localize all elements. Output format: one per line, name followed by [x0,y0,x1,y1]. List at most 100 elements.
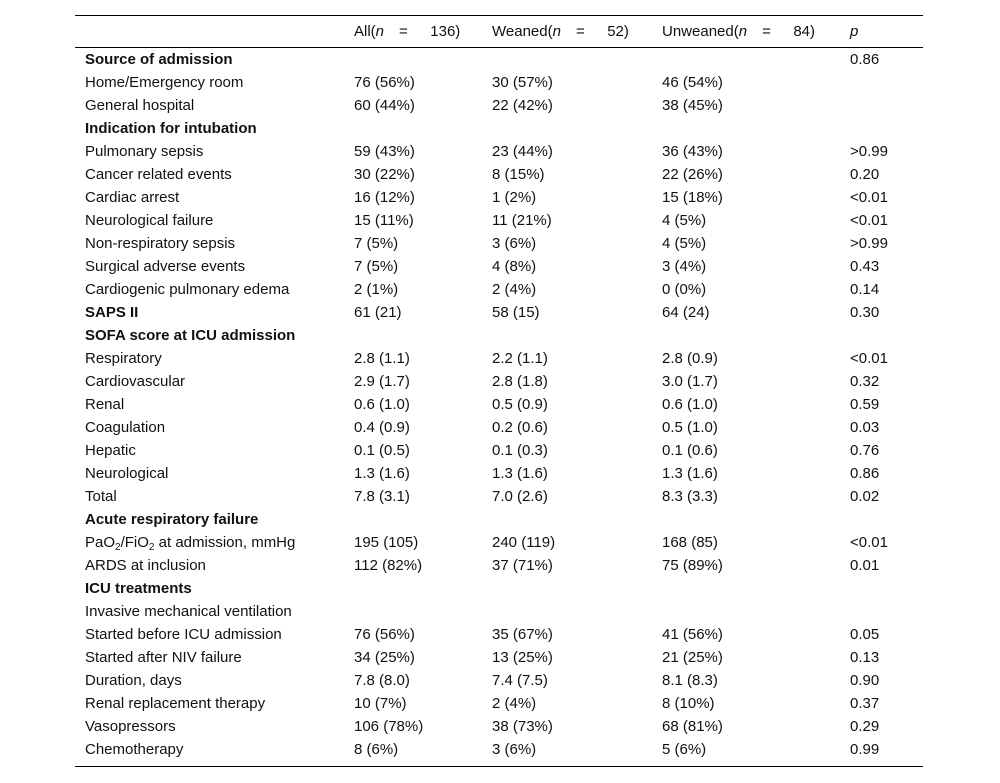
text-part: 1 (2%) [492,189,537,206]
text-part: 0.13 [850,649,880,666]
text-part: p [850,23,859,40]
text-part: 4 (5%) [662,235,707,252]
text-part: Surgical adverse events [85,258,246,275]
text-part: 1.3 (1.6) [492,465,548,482]
text-part: 0.1 (0.5) [354,442,410,459]
text-part: 2.8 (0.9) [662,350,718,367]
cell: 2.8 (1.1) [354,350,410,368]
text-part: 16 (12%) [354,189,415,206]
cell: 2 (4%) [492,281,536,299]
text-part: 60 (44%) [354,97,415,114]
text-part: 30 (22%) [354,166,415,183]
cell: 8 (6%) [354,741,398,759]
text-part: 34 (25%) [354,649,415,666]
cell: 3.0 (1.7) [662,373,718,391]
cell: 60 (44%) [354,97,415,115]
text-part: >0.99 [850,235,888,252]
text-part: Neurological [85,465,169,482]
cell: 0.01 [850,557,879,575]
cell: 0.13 [850,649,879,667]
header-rule [75,47,923,48]
row-label: Total [85,488,117,506]
text-part: 7.8 (8.0) [354,672,410,689]
cell: 3 (6%) [492,235,536,253]
cell: 7 (5%) [354,235,398,253]
text-part: 3 (6%) [492,741,537,758]
text-part: 75 (89%) [662,557,723,574]
text-part: 8.1 (8.3) [662,672,718,689]
text-part: Neurological failure [85,212,214,229]
cell: 41 (56%) [662,626,723,644]
text-part: 3 (4%) [662,258,707,275]
cell: 38 (73%) [492,718,553,736]
text-part: 7.8 (3.1) [354,488,410,505]
cell: 8.1 (8.3) [662,672,718,690]
cell: 30 (57%) [492,74,553,92]
section-heading: ICU treatments [85,580,192,598]
text-part: 2.8 (1.1) [354,350,410,367]
cell: 37 (71%) [492,557,553,575]
text-part: 0.43 [850,258,880,275]
text-part: 106 (78%) [354,718,424,735]
cell: 3 (4%) [662,258,706,276]
header-cell: Weaned(n = 52) [492,23,629,41]
cell: 8 (15%) [492,166,545,184]
row-label: Respiratory [85,350,162,368]
text-part: 38 (45%) [662,97,723,114]
cell: 68 (81%) [662,718,723,736]
cell: 0.14 [850,281,879,299]
cell: 2 (4%) [492,695,536,713]
text-part: 38 (73%) [492,718,553,735]
cell: 0.1 (0.6) [662,442,718,460]
text-part: 0.30 [850,304,880,321]
text-part: Chemotherapy [85,741,184,758]
text-part: 2 [115,542,121,553]
text-part: 8 (6%) [354,741,399,758]
section-heading: SAPS II [85,304,138,322]
text-part: 0 (0%) [662,281,707,298]
text-part: 22 (42%) [492,97,553,114]
header-cell: All(n = 136) [354,23,460,41]
cell: 0.1 (0.5) [354,442,410,460]
text-part: Coagulation [85,419,166,436]
cell: 64 (24) [662,304,710,322]
cell: 3 (6%) [492,741,536,759]
text-part: 0.2 (0.6) [492,419,548,436]
text-part: 7 (5%) [354,235,399,252]
text-part: 0.5 (0.9) [492,396,548,413]
cell: 13 (25%) [492,649,553,667]
text-part: = 52) [560,23,629,40]
text-part: 36 (43%) [662,143,723,160]
text-part: 58 (15) [492,304,540,321]
text-part: 1.3 (1.6) [354,465,410,482]
text-part: 168 (85) [662,534,718,551]
text-part: 11 (21%) [492,212,552,229]
text-part: 0.59 [850,396,880,413]
text-part: 0.86 [850,465,880,482]
text-part: 0.1 (0.6) [662,442,718,459]
text-part: 7.4 (7.5) [492,672,548,689]
text-part: Indication for intubation [85,120,257,137]
cell: 34 (25%) [354,649,415,667]
row-label: PaO2/FiO2 at admission, mmHg [85,534,295,553]
text-part: 22 (26%) [662,166,723,183]
text-part: PaO [85,534,116,551]
row-label: Started before ICU admission [85,626,282,644]
text-part: Cardiogenic pulmonary edema [85,281,290,298]
text-part: 0.5 (1.0) [662,419,718,436]
cell: 0.59 [850,396,879,414]
row-label: Coagulation [85,419,165,437]
text-part: 2.2 (1.1) [492,350,548,367]
cell: 0.29 [850,718,879,736]
cell: 0.37 [850,695,879,713]
text-part: 0.90 [850,672,880,689]
text-part: 0.37 [850,695,880,712]
cell: 0.5 (0.9) [492,396,548,414]
text-part: 0.4 (0.9) [354,419,410,436]
cell: 4 (8%) [492,258,536,276]
text-part: 64 (24) [662,304,710,321]
cell: 22 (26%) [662,166,723,184]
cell: 35 (67%) [492,626,553,644]
row-label: Cardiogenic pulmonary edema [85,281,289,299]
cell: 10 (7%) [354,695,407,713]
